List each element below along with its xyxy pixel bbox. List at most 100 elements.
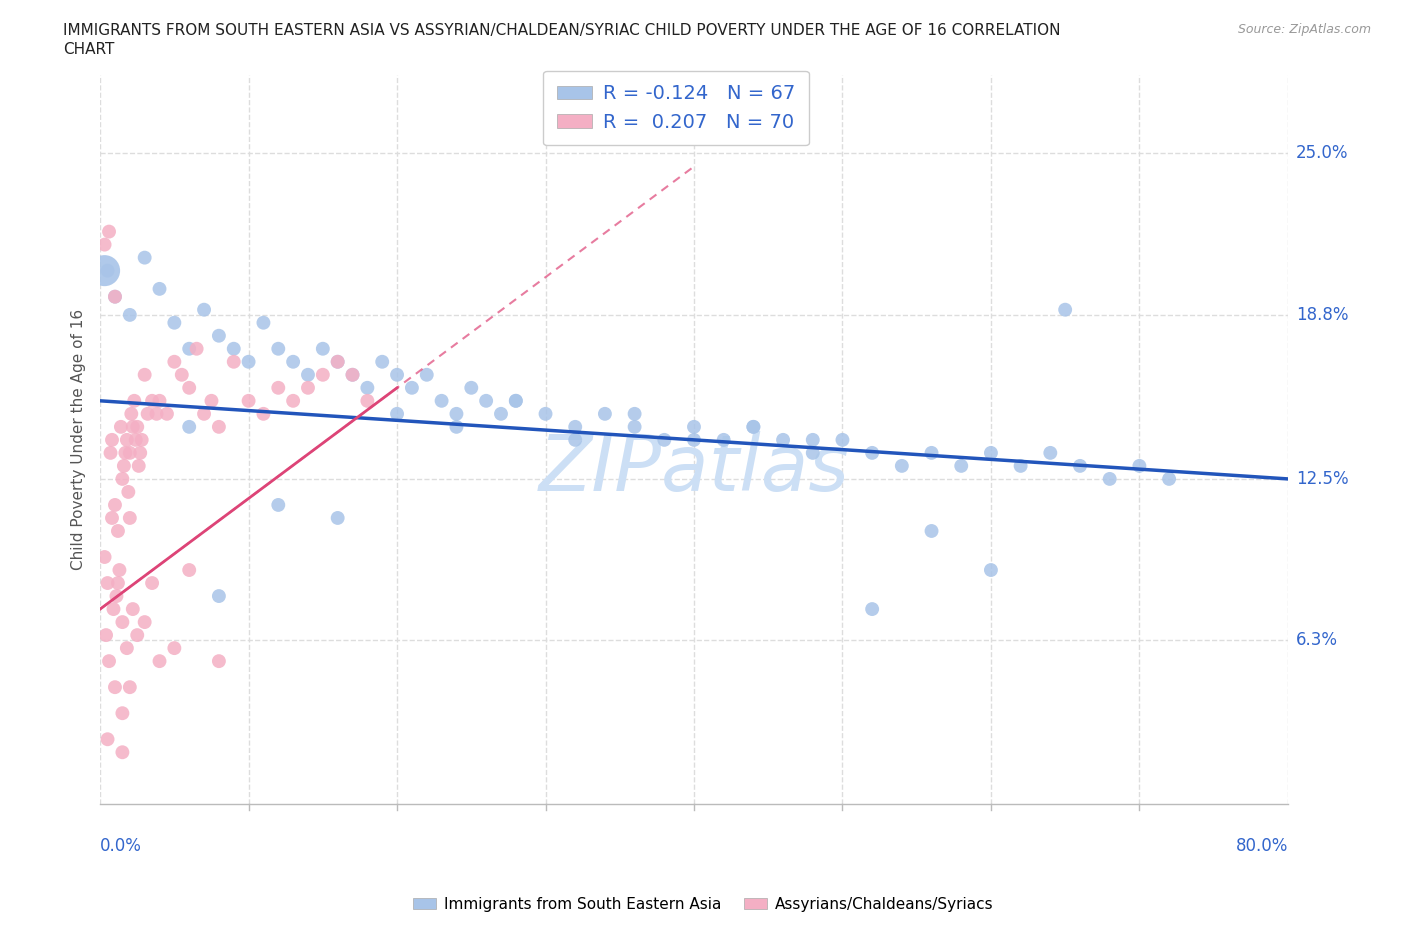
Point [267, 380, 290, 395]
Point [118, 308, 141, 323]
Point [890, 458, 912, 473]
Point [1010, 458, 1032, 473]
Point [118, 511, 141, 525]
Point [430, 393, 453, 408]
Point [148, 282, 170, 297]
Point [131, 432, 153, 447]
Text: Source: ZipAtlas.com: Source: ZipAtlas.com [1237, 23, 1371, 36]
Point [134, 367, 156, 382]
Legend: Immigrants from South Eastern Asia, Assyrians/Chaldeans/Syriacs: Immigrants from South Eastern Asia, Assy… [406, 891, 1000, 918]
Point [114, 445, 136, 460]
Point [105, 589, 128, 604]
Point [208, 419, 231, 434]
Point [112, 458, 135, 473]
Point [104, 680, 127, 695]
Point [326, 354, 349, 369]
Point [98, 654, 121, 669]
Point [593, 406, 616, 421]
Point [342, 367, 364, 382]
Point [115, 432, 138, 447]
Point [128, 458, 150, 473]
Point [713, 432, 735, 447]
Point [489, 406, 512, 421]
Point [860, 602, 883, 617]
Point [186, 341, 208, 356]
Point [831, 432, 853, 447]
Text: 6.3%: 6.3% [1296, 631, 1339, 649]
Point [179, 380, 201, 395]
Point [208, 589, 231, 604]
Point [115, 641, 138, 656]
Point [179, 563, 201, 578]
Point [104, 289, 127, 304]
Point [267, 498, 290, 512]
Point [104, 498, 127, 512]
Text: 0.0%: 0.0% [100, 837, 142, 855]
Point [108, 563, 131, 578]
Point [100, 445, 122, 460]
Point [921, 445, 943, 460]
Point [104, 289, 127, 304]
Point [94, 628, 117, 643]
Point [238, 393, 260, 408]
Point [980, 445, 1002, 460]
Point [1098, 472, 1121, 486]
Point [252, 315, 274, 330]
Point [312, 341, 335, 356]
Point [505, 393, 527, 408]
Point [208, 328, 231, 343]
Point [179, 419, 201, 434]
Point [683, 432, 706, 447]
Point [326, 354, 349, 369]
Point [134, 615, 156, 630]
Point [124, 393, 146, 408]
Point [356, 380, 378, 395]
Point [96, 732, 118, 747]
Text: ZIPatlas: ZIPatlas [538, 431, 849, 507]
Point [170, 367, 193, 382]
Point [179, 341, 201, 356]
Point [1069, 458, 1091, 473]
Point [93, 237, 115, 252]
Point [101, 432, 124, 447]
Point [93, 550, 115, 565]
Point [801, 432, 824, 447]
Point [193, 406, 215, 421]
Point [163, 641, 186, 656]
Point [921, 524, 943, 538]
Point [127, 628, 149, 643]
Point [118, 445, 141, 460]
Point [683, 419, 706, 434]
Point [460, 380, 482, 395]
Point [623, 419, 645, 434]
Point [342, 367, 364, 382]
Point [281, 393, 304, 408]
Point [446, 406, 468, 421]
Point [801, 445, 824, 460]
Point [416, 367, 439, 382]
Point [534, 406, 557, 421]
Text: CHART: CHART [63, 42, 115, 57]
Text: 25.0%: 25.0% [1296, 144, 1348, 163]
Point [385, 406, 408, 421]
Point [118, 680, 141, 695]
Point [148, 654, 170, 669]
Point [107, 524, 129, 538]
Point [238, 354, 260, 369]
Point [129, 445, 152, 460]
Point [141, 576, 163, 591]
Point [312, 367, 335, 382]
Point [111, 472, 134, 486]
Point [281, 354, 304, 369]
Point [1128, 458, 1150, 473]
Point [742, 419, 765, 434]
Point [326, 511, 349, 525]
Point [148, 393, 170, 408]
Point [742, 419, 765, 434]
Point [107, 576, 129, 591]
Point [96, 576, 118, 591]
Point [103, 602, 125, 617]
Point [93, 263, 115, 278]
Point [623, 406, 645, 421]
Point [101, 511, 124, 525]
